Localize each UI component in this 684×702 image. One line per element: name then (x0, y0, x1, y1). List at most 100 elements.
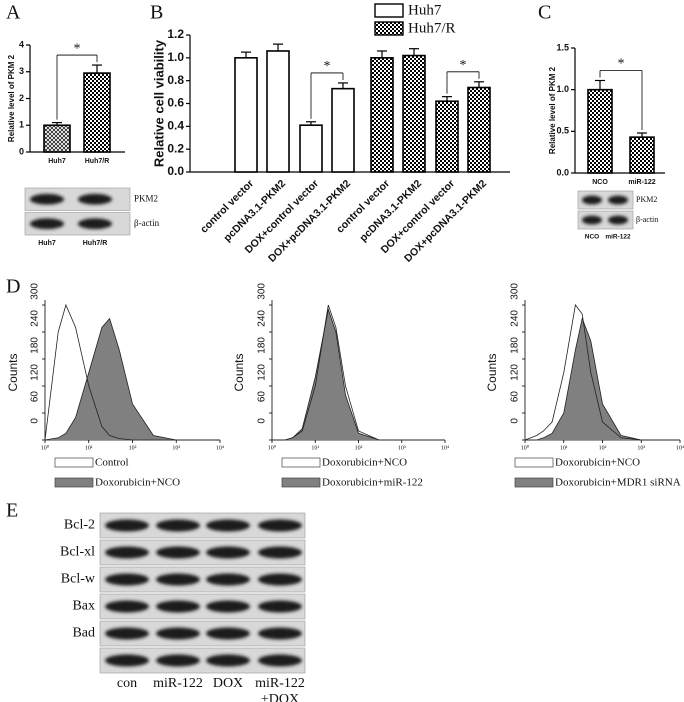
lane-label: NCO (585, 234, 599, 241)
bar (331, 87, 355, 173)
y-tick-label: 180 (30, 337, 41, 354)
x-tick-label: control vector (198, 178, 256, 236)
legend-swatch (374, 3, 404, 18)
y-tick-label: 0.5 (556, 126, 569, 136)
blot-band (156, 519, 200, 532)
blot-band (258, 573, 302, 586)
blot-strip (24, 212, 131, 236)
lane-label: con (117, 676, 137, 691)
band-label: Bax (72, 599, 95, 614)
y-tick-label: 0.8 (167, 73, 184, 87)
bar (234, 57, 258, 173)
blot-band (258, 519, 302, 532)
y-tick-label: 180 (257, 337, 268, 354)
x-tick-label: miR-122 (628, 179, 655, 186)
legend-label: Doxorubicin+NCO (322, 457, 407, 469)
bar (402, 54, 426, 173)
bar (629, 136, 655, 174)
y-tick-label: 0.0 (556, 167, 569, 177)
blot-band (156, 654, 200, 667)
x-tick-label: 10⁰ (268, 444, 277, 451)
x-tick-label: 10⁰ (521, 444, 530, 451)
y-tick-label: 60 (257, 391, 268, 403)
legend-label: Doxorubicin+NCO (95, 477, 180, 489)
y-tick-label: 120 (510, 364, 521, 381)
y-tick-label: 1.0 (556, 84, 569, 94)
significance-mark: * (460, 58, 467, 73)
blot-band (78, 218, 112, 230)
x-tick-label: 10⁰ (41, 444, 50, 451)
y-tick-label: 180 (510, 337, 521, 354)
legend-label: Huh7 (408, 2, 442, 18)
y-axis-label: Counts (6, 353, 20, 391)
y-axis-label: Counts (232, 353, 246, 391)
legend-swatch (281, 477, 321, 488)
histogram-curve (524, 304, 680, 441)
legend-swatch (374, 21, 404, 36)
panel-label: E (6, 500, 18, 522)
y-tick-label: 1.2 (167, 27, 184, 41)
x-tick-label: 10⁴ (441, 445, 449, 451)
x-tick-label: 10² (355, 445, 363, 451)
x-tick-label: NCO (592, 179, 608, 186)
y-tick-label: 300 (257, 283, 268, 300)
bar (435, 100, 459, 173)
x-tick-label: Huh7/R (85, 158, 110, 165)
y-tick-label: 3 (19, 66, 24, 76)
histogram-curve (525, 317, 680, 441)
y-tick-label: 240 (30, 310, 41, 327)
histogram-curve (44, 303, 220, 441)
legend-label: Huh7/R (408, 20, 456, 36)
y-tick-label: 0.4 (167, 119, 184, 133)
lane-label: +DOX (261, 692, 299, 702)
blot-band (582, 195, 602, 205)
x-tick-label: 10² (129, 445, 137, 451)
blot-band (105, 546, 149, 559)
bar (467, 86, 491, 173)
blot-band (30, 218, 64, 230)
x-tick-label: 10¹ (311, 445, 319, 451)
lane-label: Huh7 (38, 240, 56, 247)
histogram-curve (272, 304, 445, 441)
y-tick-label: 60 (510, 391, 521, 403)
band-label: Bad (72, 626, 95, 641)
y-tick-label: 1.0 (167, 50, 184, 64)
lane-label: Huh7/R (83, 240, 108, 247)
band-label: PKM2 (134, 193, 158, 203)
x-tick-label: 10³ (172, 445, 180, 451)
lane-label: miR-122 (153, 676, 203, 691)
bar (83, 72, 111, 153)
panel-label: A (6, 2, 21, 24)
y-tick-label: 1.5 (556, 42, 569, 52)
blot-strip (24, 187, 131, 211)
lane-label: miR-122 (255, 676, 305, 691)
y-axis-label: Relative level of PKM 2 (548, 66, 557, 154)
significance-mark: * (618, 57, 625, 72)
blot-band (608, 195, 628, 205)
legend-label: Doxorubicin+NCO (555, 457, 640, 469)
y-tick-label: 300 (30, 283, 41, 300)
y-tick-label: 0.2 (167, 141, 184, 155)
blot-band (156, 627, 200, 640)
histogram-curve (44, 317, 220, 441)
lane-label: miR-122 (605, 234, 631, 241)
bar (299, 124, 323, 173)
band-label: β-actin (134, 218, 160, 228)
panel-label: B (150, 2, 163, 24)
histogram-curve (272, 307, 445, 441)
band-label: Bcl-w (61, 572, 96, 587)
panel-label: D (6, 276, 20, 298)
blot-band (206, 573, 250, 586)
legend-swatch (514, 457, 554, 468)
y-tick-label: 1 (19, 120, 24, 130)
band-label: Bcl-xl (60, 545, 95, 560)
blot-band (258, 546, 302, 559)
x-tick-label: Huh7 (48, 158, 66, 165)
blot-band (206, 519, 250, 532)
panel-label: C (538, 2, 551, 24)
blot-band (582, 215, 602, 225)
y-tick-label: 0 (257, 418, 268, 424)
x-tick-label: 10² (599, 445, 607, 451)
y-tick-label: 0.0 (167, 164, 184, 178)
